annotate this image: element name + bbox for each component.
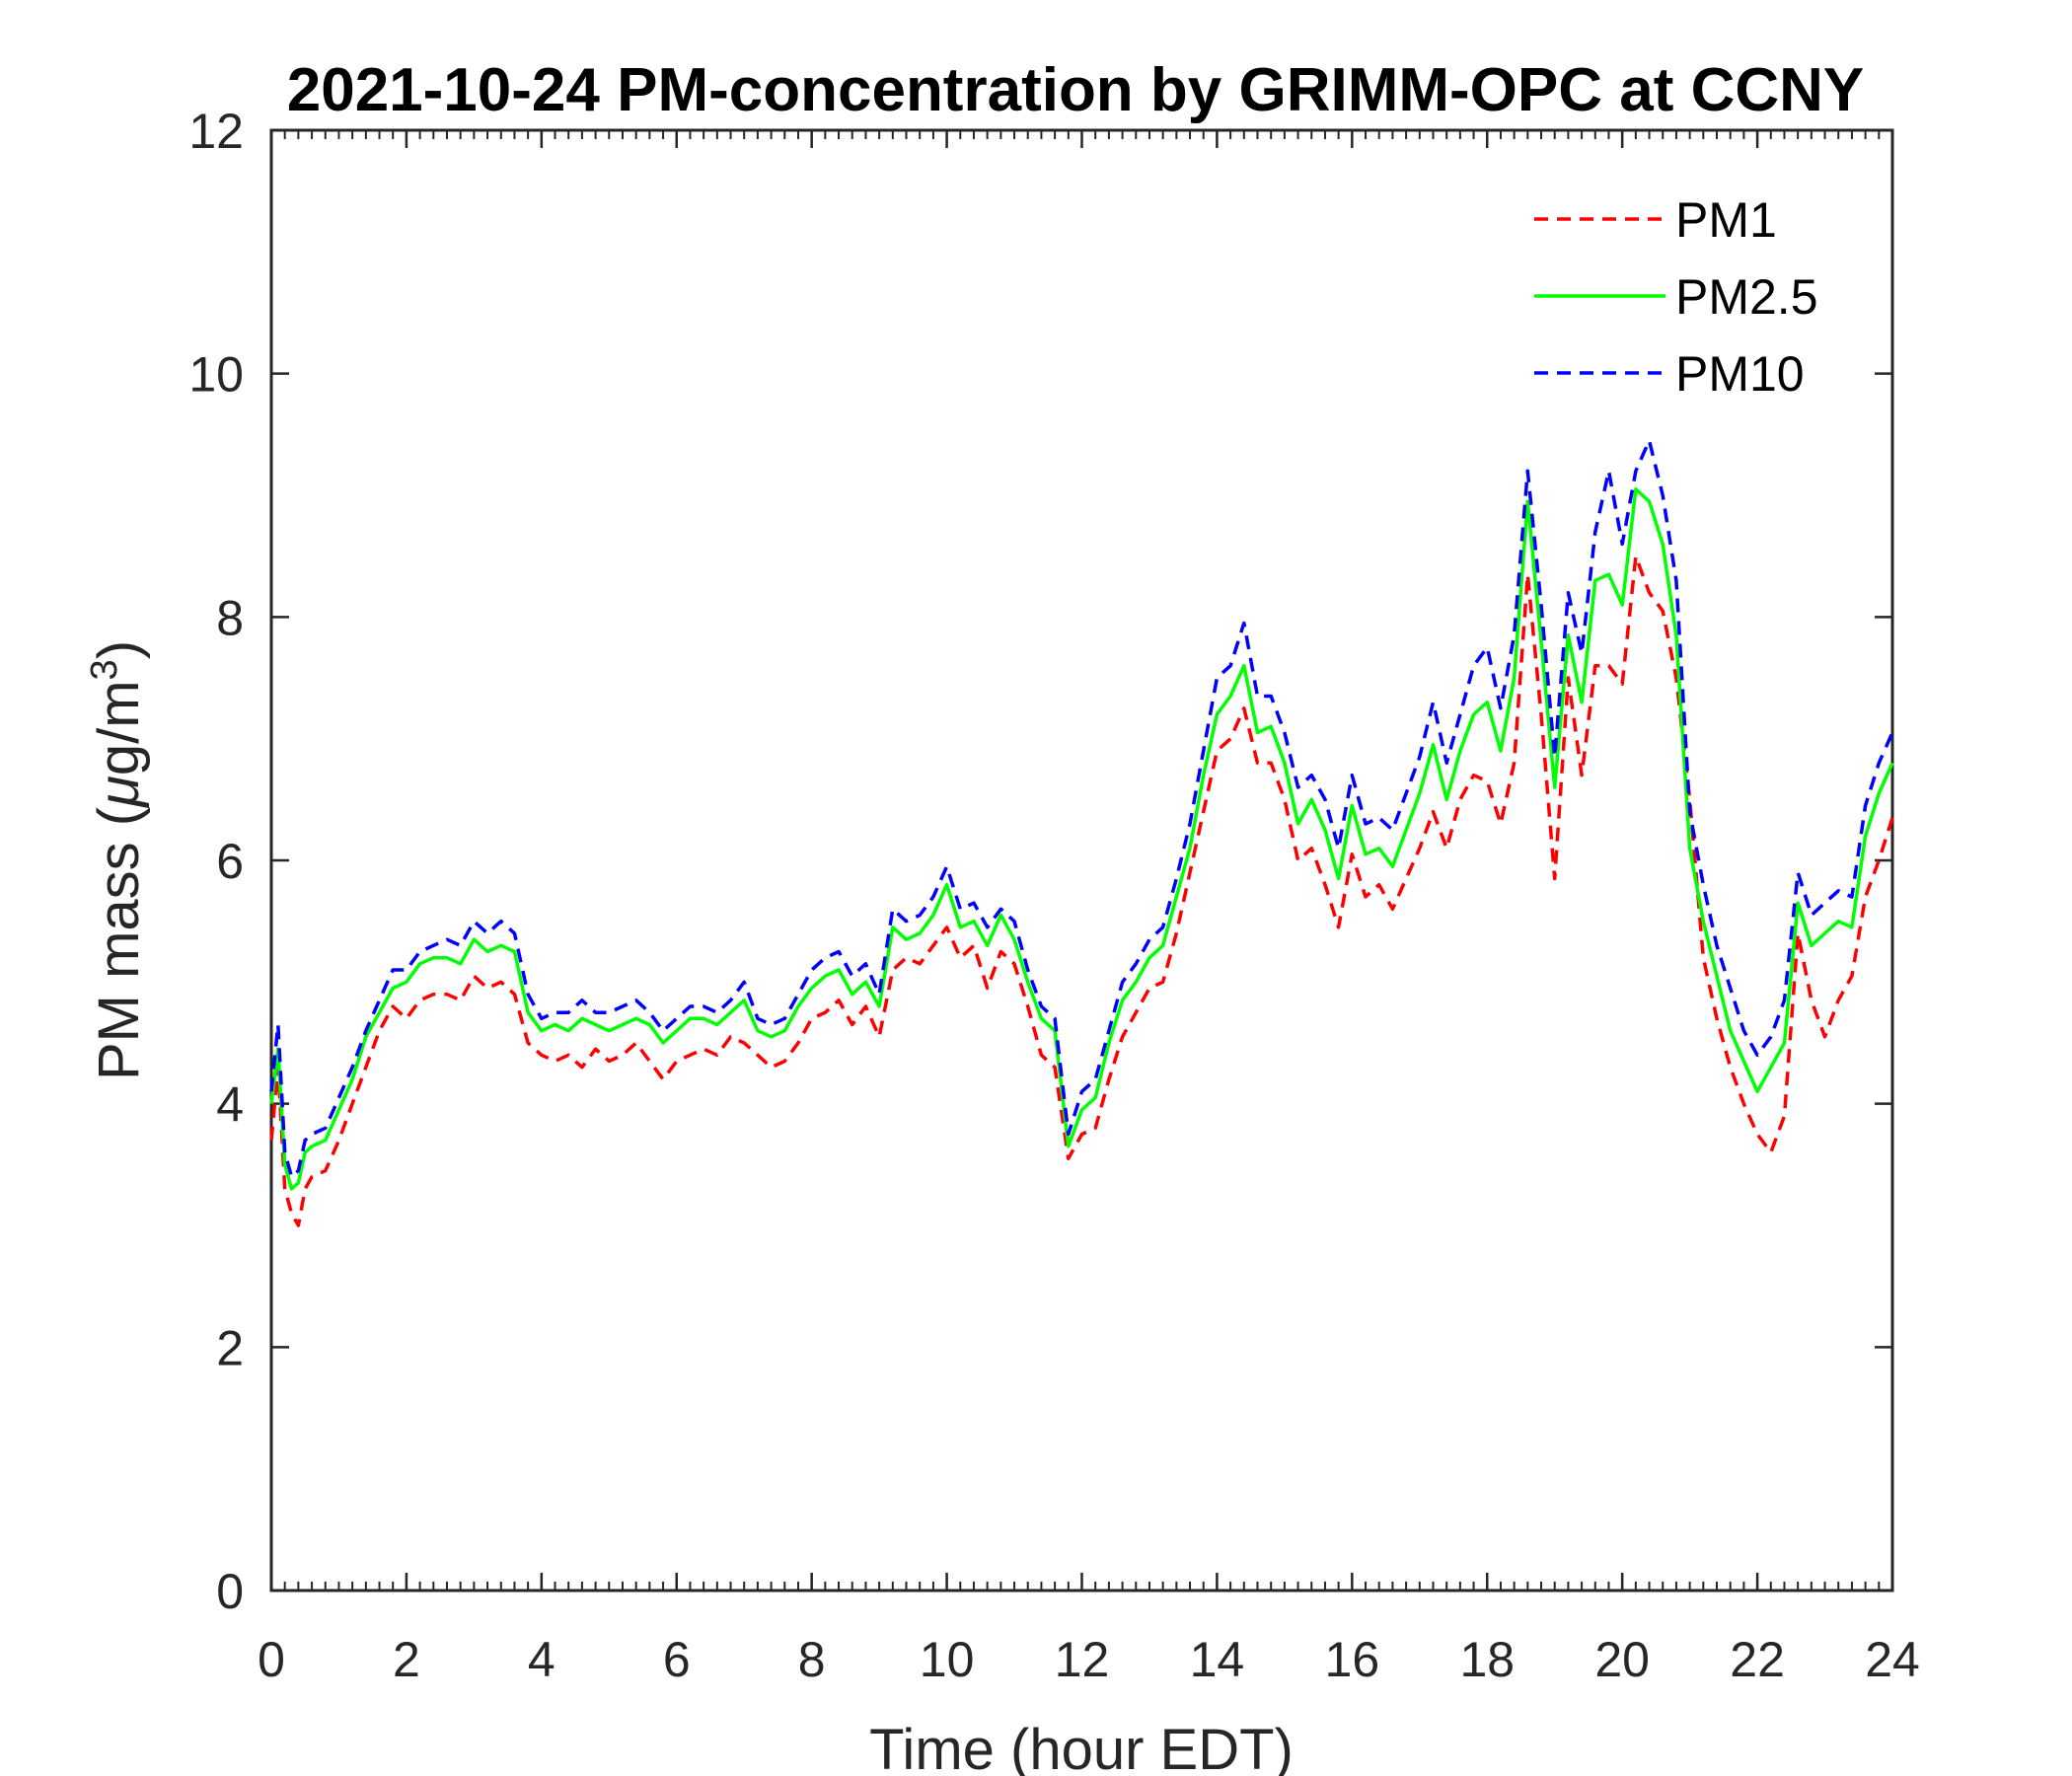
legend-label: PM10 <box>1675 346 1805 402</box>
y-axis-label-main: PM mass ( <box>87 807 151 1080</box>
x-tick-label: 16 <box>1325 1632 1380 1687</box>
legend-label: PM2.5 <box>1675 269 1818 325</box>
y-tick-label: 12 <box>188 104 244 159</box>
x-tick-label: 6 <box>663 1632 691 1687</box>
plot-area <box>269 128 1894 1592</box>
y-tick-label: 6 <box>216 834 244 889</box>
x-tick-label: 0 <box>258 1632 285 1687</box>
series-line-pm10 <box>269 438 1894 1179</box>
x-tick-label: 8 <box>798 1632 826 1687</box>
series-line-pm1 <box>269 554 1894 1227</box>
y-axis-label-sup: 3 <box>84 659 125 680</box>
x-tick-label: 2 <box>393 1632 420 1687</box>
y-axis-label-unit: g/m <box>87 680 151 776</box>
x-tick-label: 22 <box>1730 1632 1785 1687</box>
series-layer <box>269 438 1894 1227</box>
y-tick-label: 10 <box>188 347 244 403</box>
x-tick-label: 4 <box>528 1632 555 1687</box>
axes-box <box>269 128 1894 1592</box>
y-tick-label: 8 <box>216 590 244 645</box>
y-tick-labels: 0 2 4 6 8 10 12 <box>188 104 244 1619</box>
y-tick-label: 0 <box>216 1564 244 1619</box>
y-tick-label: 4 <box>216 1077 244 1133</box>
x-tick-label: 12 <box>1055 1632 1110 1687</box>
x-tick-label: 18 <box>1459 1632 1515 1687</box>
y-axis-label: PM mass (μg/m3) <box>84 640 151 1080</box>
x-axis-label: Time (hour EDT) <box>869 1718 1294 1776</box>
x-tick-labels: 0 2 4 6 8 10 12 14 16 18 20 22 24 <box>258 1632 1920 1687</box>
y-axis-label-close: ) <box>87 640 151 659</box>
chart-title: 2021-10-24 PM-concentration by GRIMM-OPC… <box>287 56 1865 124</box>
y-tick-label: 2 <box>216 1320 244 1375</box>
x-tick-label: 20 <box>1594 1632 1650 1687</box>
x-tick-label: 10 <box>920 1632 975 1687</box>
y-axis-label-mu: μ <box>87 776 151 809</box>
legend-label: PM1 <box>1675 192 1777 248</box>
legend: PM1 PM2.5 PM10 <box>1534 192 1818 402</box>
major-ticks <box>269 128 1894 1592</box>
x-tick-label: 24 <box>1865 1632 1920 1687</box>
minor-ticks <box>270 130 1893 1591</box>
x-tick-label: 14 <box>1190 1632 1245 1687</box>
